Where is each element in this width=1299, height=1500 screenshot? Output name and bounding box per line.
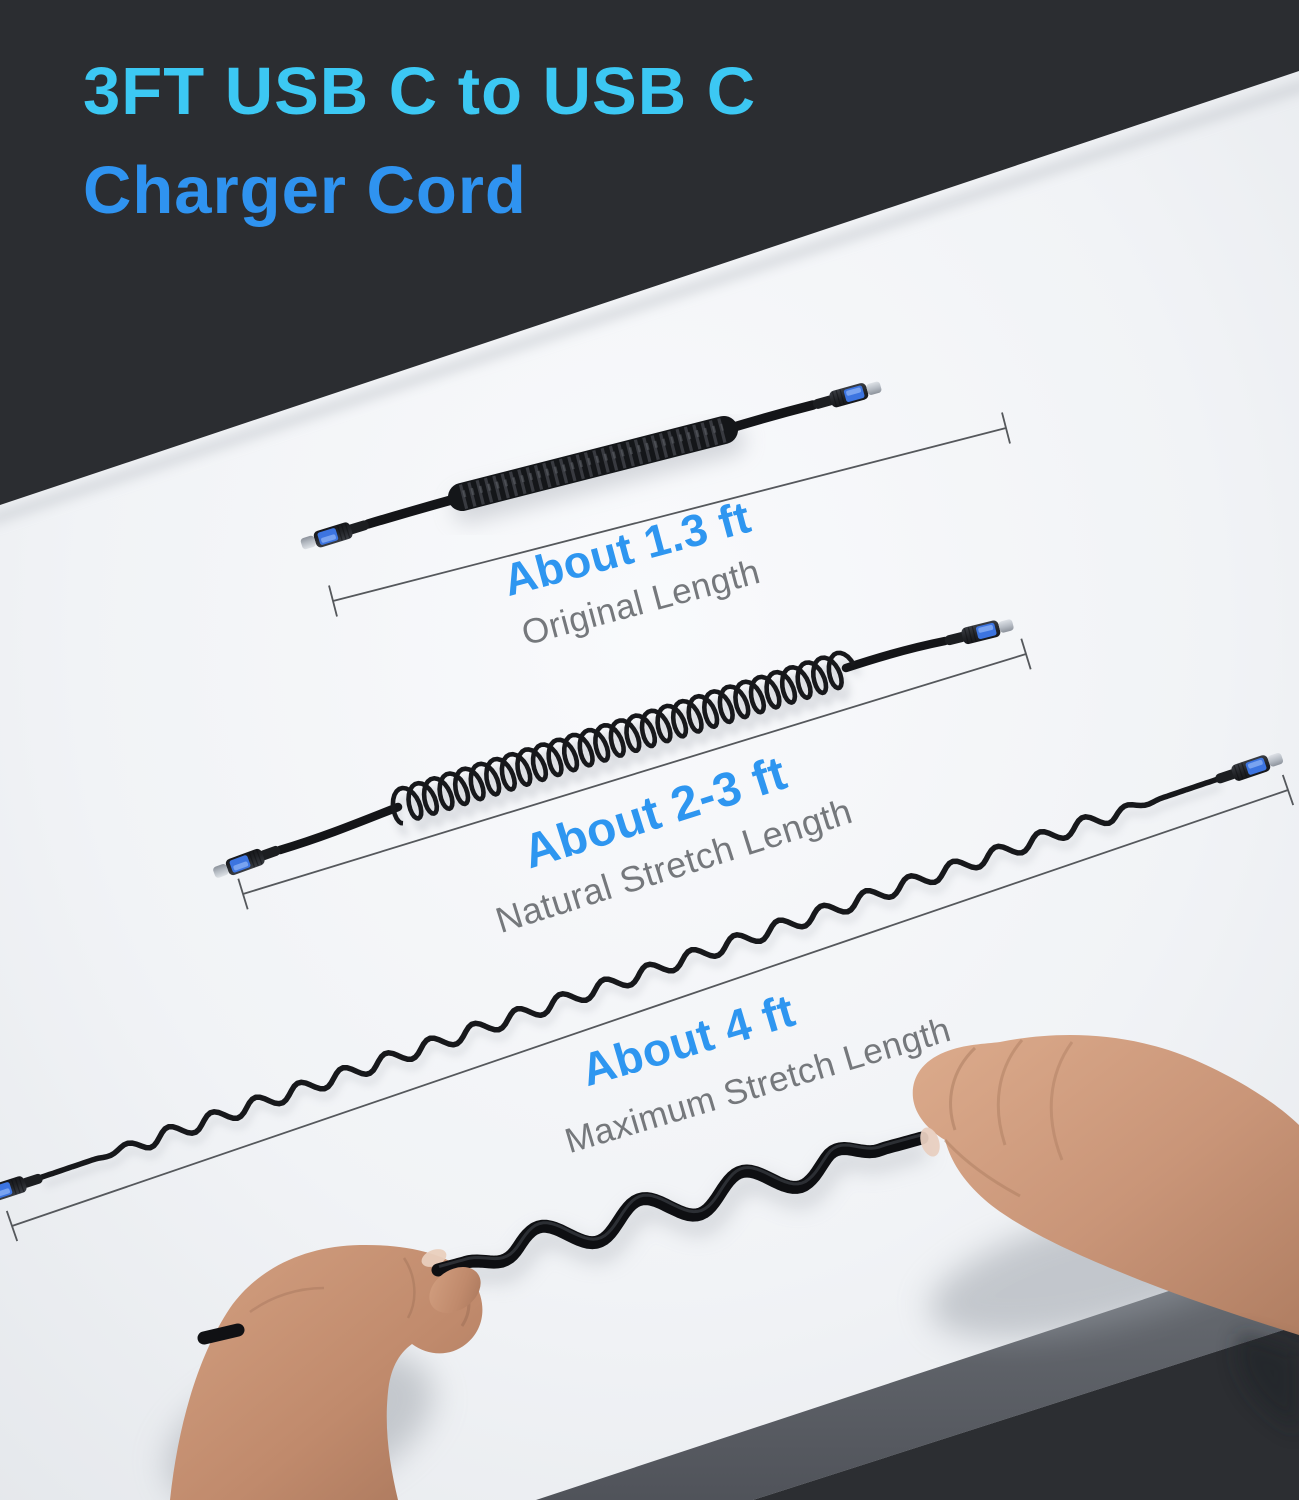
page-title: 3FT USB C to USB C Charger Cord [83,42,756,240]
measure-tick-right [1001,412,1011,444]
measure-tick-left [5,1210,19,1242]
measure-tick-right [1020,638,1032,670]
dark-backdrop [0,0,1299,505]
floor-dark [753,1325,1299,1500]
backdrop-edge-shadow [0,82,1299,522]
title-line-1: 3FT USB C to USB C [83,54,757,129]
title-line-2: Charger Cord [83,153,527,228]
measure-tick-left [328,585,338,617]
